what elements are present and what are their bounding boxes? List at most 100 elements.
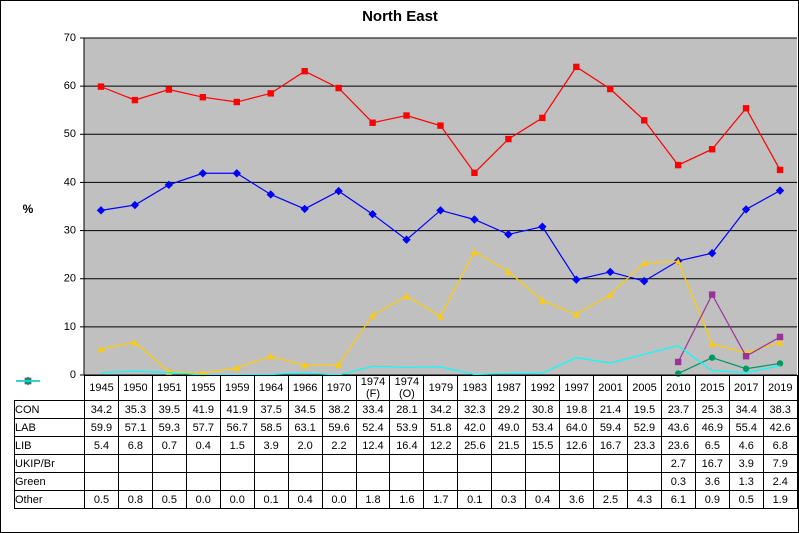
table-value: 21.5: [491, 436, 527, 455]
x-tick-label: 1966: [287, 375, 323, 401]
table-row: Green 0.3 3.6 1.3 2.4: [14, 377, 798, 491]
marker: [572, 275, 581, 284]
marker: [369, 312, 376, 319]
table-row: LAB 59.9 57.1 59.3 57.7 56.7 58.5 63.1 59.6 52.4 5…: [14, 377, 798, 437]
marker: [674, 358, 682, 366]
table-value: 41.9: [219, 400, 255, 419]
table-value: 53.9: [389, 418, 425, 437]
table-value: 28.1: [389, 400, 425, 419]
table-value: 51.8: [423, 418, 459, 437]
legend-label: LIB: [15, 439, 32, 452]
table-value: 6.8: [762, 436, 798, 455]
x-tick-label: 2015: [694, 375, 730, 401]
table-value: 3.9: [728, 454, 764, 473]
table-value: 21.4: [593, 400, 628, 419]
table-value: 34.2: [84, 400, 119, 419]
marker: [165, 86, 173, 93]
marker: [640, 276, 649, 286]
table-value: 0.0: [219, 490, 255, 509]
table-value: 59.3: [151, 418, 187, 437]
table-value: 39.5: [151, 400, 187, 419]
table-value: 3.6: [694, 472, 730, 491]
x-tick-label: 2019: [762, 375, 798, 401]
marker: [267, 353, 274, 360]
table-value: [559, 472, 595, 491]
marker: [301, 68, 308, 75]
table-value: 3.9: [253, 436, 289, 455]
table-value: 34.5: [287, 400, 323, 419]
table-value: [627, 454, 662, 473]
x-tick-label: 1974 (F): [355, 375, 391, 401]
marker: [267, 90, 274, 97]
table-value: 0.5: [728, 490, 764, 509]
table-value: 38.2: [321, 400, 357, 419]
table-value: 35.3: [117, 400, 153, 419]
series-line: [677, 293, 781, 363]
table-value: 16.7: [694, 454, 730, 473]
table-value: [457, 454, 493, 473]
y-tick-label: 50: [64, 128, 76, 140]
table-value: [117, 454, 153, 473]
table-value: 58.5: [253, 418, 289, 437]
table-value: 5.4: [84, 436, 119, 455]
legend-entry: UKIP/Br: [14, 377, 85, 473]
table-value: 1.9: [762, 490, 798, 509]
table-value: 34.2: [423, 400, 459, 419]
table-value: [389, 472, 425, 491]
marker: [266, 190, 275, 199]
y-tick-label: 60: [64, 80, 76, 92]
marker: [606, 267, 615, 277]
table-value: 34.4: [728, 400, 764, 419]
marker: [97, 83, 105, 90]
table-value: [321, 454, 357, 473]
table-value: 59.6: [321, 418, 357, 437]
marker: [742, 353, 750, 360]
x-tick-label: 1997: [559, 375, 595, 401]
table-value: 49.0: [491, 418, 527, 437]
table-value: 0.1: [253, 490, 289, 509]
legend-entry: CON: [14, 376, 85, 419]
marker: [437, 313, 444, 320]
table-value: 0.4: [185, 436, 221, 455]
marker: [97, 345, 105, 353]
table-value: [151, 454, 187, 473]
marker: [130, 200, 140, 210]
table-value: [491, 472, 527, 491]
table-value: 6.5: [694, 436, 730, 455]
marker: [232, 169, 241, 178]
table-value: [525, 454, 561, 473]
marker: [198, 169, 208, 178]
y-tick-label: 10: [64, 321, 76, 333]
legend-label: LAB: [15, 421, 36, 434]
marker: [776, 333, 784, 341]
table-value: 4.3: [627, 490, 662, 509]
x-tick-label: 2001: [593, 375, 628, 401]
table-value: 12.6: [559, 436, 595, 455]
table-value: 63.1: [287, 418, 323, 437]
table-value: 46.9: [694, 418, 730, 437]
marker: [775, 186, 785, 195]
marker: [505, 135, 512, 143]
table-value: 0.8: [117, 490, 153, 509]
table-value: 38.3: [762, 400, 798, 419]
x-tick-label: 2017: [728, 375, 764, 401]
table-value: 23.3: [627, 436, 662, 455]
table-value: 6.8: [117, 436, 153, 455]
legend-label: Green: [15, 475, 46, 488]
table-value: 0.3: [491, 490, 527, 509]
table-value: 1.8: [355, 490, 391, 509]
marker: [741, 205, 751, 214]
table-value: 25.6: [457, 436, 493, 455]
marker: [164, 180, 174, 190]
table-value: 37.5: [253, 400, 289, 419]
table-value: 55.4: [728, 418, 764, 437]
table-value: 42.0: [457, 418, 493, 437]
marker: [369, 119, 376, 126]
table-value: 4.6: [728, 436, 764, 455]
table-value: [84, 454, 119, 473]
table-value: 1.3: [728, 472, 764, 491]
table-value: [253, 472, 289, 491]
marker: [505, 268, 512, 275]
marker: [641, 117, 648, 124]
table-value: 2.7: [660, 454, 696, 473]
